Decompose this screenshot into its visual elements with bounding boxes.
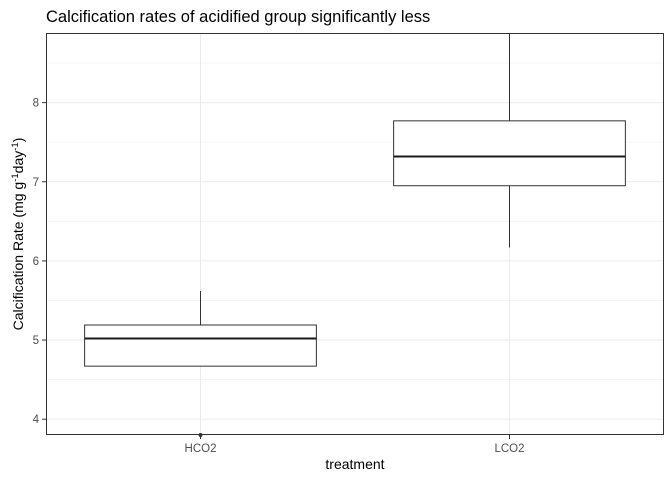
y-axis-title-sup2: -1	[10, 142, 21, 150]
box-hco2	[84, 290, 317, 437]
y-tick-label: 7	[33, 177, 39, 189]
plot-panel	[46, 33, 664, 435]
y-axis-title-sup1: -1	[10, 173, 21, 181]
x-tick-label: HCO2	[185, 443, 217, 455]
x-axis-ticks: HCO2 LCO2	[185, 435, 525, 455]
y-tick-label: 6	[33, 256, 39, 268]
y-axis-title-mid: day	[10, 151, 26, 174]
y-axis-title-base: Calcification Rate (mg g	[10, 182, 26, 331]
y-axis-title: Calcification Rate (mg g-1day-1)	[10, 138, 27, 331]
x-axis-title: treatment	[325, 456, 384, 472]
y-tick-label: 5	[33, 335, 39, 347]
y-axis-title-end: )	[10, 138, 26, 143]
box-body	[84, 324, 317, 367]
chart-title: Calcification rates of acidified group s…	[46, 8, 430, 26]
x-tick-label: LCO2	[494, 443, 524, 455]
y-tick-label: 8	[33, 98, 39, 110]
y-axis-ticks: 4 5 6 7 8	[33, 98, 46, 426]
box-series	[84, 33, 626, 437]
y-tick-label: 4	[33, 414, 40, 426]
plot-border	[46, 33, 664, 435]
box-lco2	[393, 33, 626, 248]
box-body	[393, 120, 626, 187]
